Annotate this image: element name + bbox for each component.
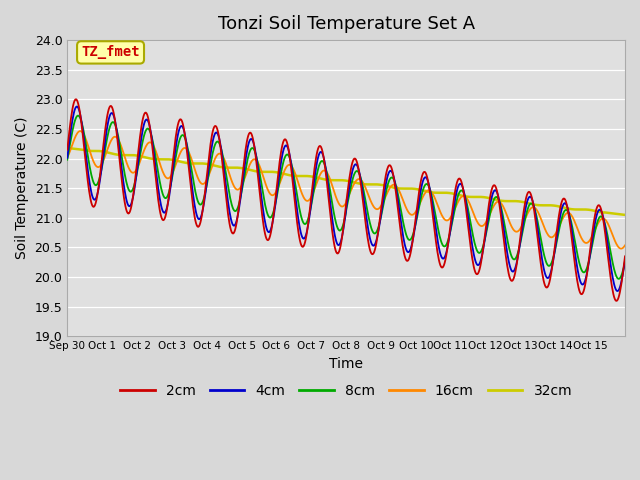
Text: TZ_fmet: TZ_fmet	[81, 46, 140, 60]
X-axis label: Time: Time	[329, 357, 363, 371]
Title: Tonzi Soil Temperature Set A: Tonzi Soil Temperature Set A	[218, 15, 475, 33]
Legend: 2cm, 4cm, 8cm, 16cm, 32cm: 2cm, 4cm, 8cm, 16cm, 32cm	[115, 378, 578, 404]
Y-axis label: Soil Temperature (C): Soil Temperature (C)	[15, 117, 29, 260]
